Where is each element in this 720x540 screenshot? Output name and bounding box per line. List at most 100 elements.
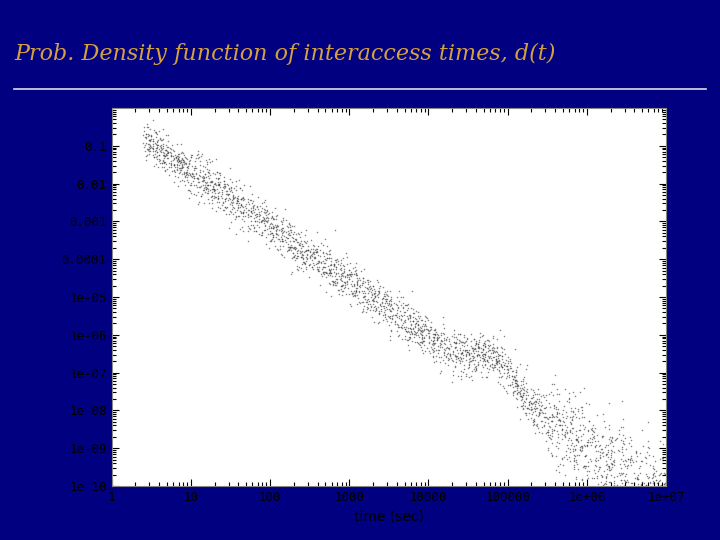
Point [605, 448, 616, 457]
Point [279, 232, 290, 240]
Point [208, 186, 220, 195]
Point [438, 334, 450, 342]
Point [600, 457, 611, 465]
Point [152, 141, 163, 150]
Point [541, 403, 552, 411]
Point [243, 213, 254, 222]
Point [231, 194, 243, 202]
Point [337, 268, 348, 277]
Point [479, 350, 490, 359]
Point [248, 227, 259, 235]
Point [173, 158, 184, 167]
Point [351, 277, 362, 286]
Point [228, 204, 240, 212]
Point [492, 352, 504, 360]
Point [381, 315, 392, 323]
Point [588, 434, 600, 442]
Point [197, 177, 209, 185]
Point [416, 331, 428, 340]
Point [583, 467, 595, 475]
Point [397, 312, 408, 320]
Point [230, 181, 242, 190]
Point [299, 246, 310, 255]
Point [566, 420, 577, 428]
Point [198, 173, 210, 181]
Point [364, 285, 375, 293]
Point [590, 442, 601, 451]
Point [517, 404, 528, 413]
Point [471, 347, 482, 355]
Point [197, 162, 209, 171]
Point [498, 384, 510, 393]
Point [208, 193, 220, 202]
Point [256, 231, 267, 239]
Point [647, 485, 659, 494]
Point [258, 205, 269, 213]
Point [218, 177, 230, 185]
Point [546, 427, 558, 435]
Point [400, 327, 411, 335]
Point [269, 203, 281, 212]
Point [544, 413, 555, 422]
Point [531, 404, 542, 413]
Point [357, 274, 369, 282]
Point [235, 184, 246, 192]
Point [260, 211, 271, 220]
Point [382, 305, 393, 313]
Point [358, 265, 369, 273]
Point [297, 257, 308, 266]
Point [549, 370, 561, 379]
Point [303, 260, 315, 269]
Point [464, 358, 475, 367]
Point [412, 320, 423, 328]
Point [377, 294, 389, 303]
Point [336, 264, 347, 273]
Point [474, 350, 485, 359]
Point [552, 408, 563, 416]
Point [561, 412, 572, 421]
Point [270, 222, 282, 231]
Point [526, 400, 538, 408]
Point [301, 253, 312, 261]
Point [626, 456, 638, 464]
Point [315, 238, 327, 247]
Point [182, 162, 194, 171]
Point [563, 398, 575, 407]
Point [327, 265, 338, 273]
Point [575, 442, 586, 450]
Point [225, 198, 237, 206]
Point [336, 282, 348, 291]
Point [295, 253, 307, 261]
Point [423, 315, 434, 324]
Point [424, 322, 436, 331]
Point [582, 427, 593, 435]
Point [330, 255, 341, 264]
Point [521, 360, 533, 369]
Point [183, 159, 194, 168]
Point [373, 284, 384, 293]
Point [438, 330, 450, 339]
Point [355, 267, 366, 276]
Point [282, 223, 294, 232]
Point [470, 339, 482, 347]
Point [469, 340, 481, 349]
Point [650, 476, 662, 484]
Point [297, 267, 309, 276]
Point [444, 340, 456, 349]
Point [602, 441, 613, 450]
Point [484, 361, 495, 370]
Point [336, 291, 348, 299]
Point [183, 185, 194, 194]
Point [660, 490, 672, 499]
Point [483, 346, 495, 354]
Point [325, 259, 336, 268]
Point [194, 166, 205, 175]
Point [577, 409, 588, 417]
Point [400, 326, 412, 335]
Point [582, 486, 593, 495]
Point [177, 163, 189, 171]
Point [655, 480, 667, 489]
Point [428, 326, 440, 334]
Point [670, 467, 682, 475]
Point [271, 222, 283, 231]
